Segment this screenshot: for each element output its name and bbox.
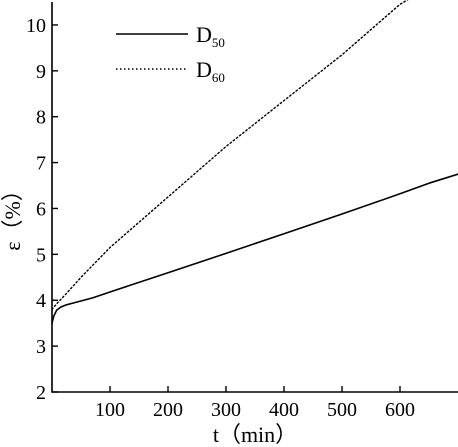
y-tick-label: 8 xyxy=(36,107,46,129)
axis-frame xyxy=(51,2,458,393)
x-tick-label: 400 xyxy=(269,399,299,421)
y-tick-label: 6 xyxy=(36,198,46,220)
x-tick-label: 100 xyxy=(95,399,125,421)
y-tick-label: 2 xyxy=(36,382,46,404)
y-tick-label: 5 xyxy=(36,244,46,266)
legend-label-d50-sub: 50 xyxy=(212,35,225,50)
legend-label-d50-main: D xyxy=(196,22,212,47)
legend-label-d60: D60 xyxy=(196,57,225,85)
y-tick-label: 7 xyxy=(36,153,46,175)
y-axis-ticks: 2 3 4 5 6 7 8 9 10 xyxy=(26,15,58,404)
legend-label-d60-main: D xyxy=(196,57,212,82)
legend: D50 D60 xyxy=(116,22,225,85)
x-tick-label: 600 xyxy=(385,399,415,421)
y-axis-label: ε（%） xyxy=(0,179,25,251)
y-tick-label: 3 xyxy=(36,336,46,358)
y-tick-label: 9 xyxy=(36,61,46,83)
y-tick-label: 10 xyxy=(26,15,46,37)
series-line-d50 xyxy=(51,173,458,324)
x-tick-label: 200 xyxy=(153,399,183,421)
y-tick-label: 4 xyxy=(36,290,46,312)
x-axis-ticks: 100 200 300 400 500 600 xyxy=(95,386,415,421)
axes xyxy=(51,2,458,393)
series-layer xyxy=(51,0,458,324)
series-line-d60 xyxy=(51,0,409,311)
x-tick-label: 300 xyxy=(211,399,241,421)
legend-label-d60-sub: 60 xyxy=(212,70,225,85)
x-tick-label: 500 xyxy=(327,399,357,421)
x-axis-label: t（min） xyxy=(213,422,297,447)
legend-label-d50: D50 xyxy=(196,22,225,50)
